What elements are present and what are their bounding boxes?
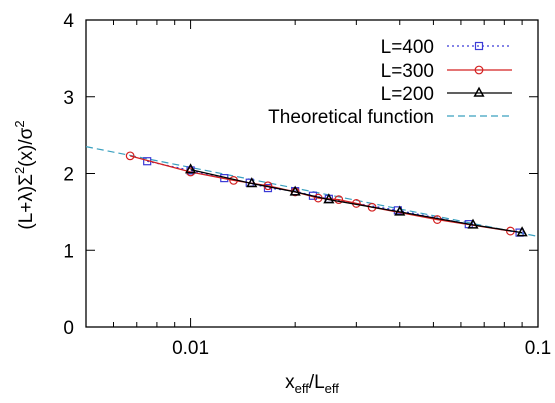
plot-frame: [85, 19, 539, 328]
y-axis-title: (L+λ)Σ2(x)/σ2: [12, 120, 37, 229]
data-point-l-300: [125, 151, 135, 161]
series-l-200: [185, 163, 528, 237]
legend-label-l-300: L=300: [381, 61, 434, 82]
series-line-theoretical-function: [85, 146, 539, 238]
axis-ticks: 0.01 0.1 0 1 2 3 4: [63, 11, 551, 359]
legend-marker-l-200: [473, 86, 485, 97]
legend-label-theoretical-function: Theoretical function: [268, 107, 434, 128]
x-tick-label: 0.1: [525, 338, 551, 359]
legend-label-l-400: L=400: [381, 37, 434, 58]
legend-label-l-200: L=200: [381, 84, 434, 105]
data-point-l-200: [185, 163, 197, 174]
data-point-l-200: [289, 185, 301, 196]
x-tick-label: 0.01: [172, 338, 209, 359]
x-axis-title: xeff/Leff: [285, 372, 339, 396]
series-line-l-400: [147, 160, 520, 234]
y-tick-label: 3: [63, 88, 74, 109]
series-theoretical-function: [85, 146, 539, 238]
y-tick-label: 0: [63, 318, 74, 339]
data-point-l-200: [394, 205, 406, 216]
y-tick-label: 4: [63, 11, 74, 32]
series-line-l-200: [190, 169, 523, 234]
data-point-l-300: [334, 195, 344, 204]
legend-marker-l-400: [474, 41, 484, 51]
data-point-l-200: [323, 193, 335, 204]
series-layer: [85, 146, 539, 238]
y-tick-label: 2: [63, 165, 74, 186]
legend-marker-l-300: [474, 65, 484, 75]
y-tick-label: 1: [63, 241, 74, 262]
data-point-l-200: [246, 177, 258, 188]
data-point-l-200: [467, 218, 479, 229]
data-point-l-200: [516, 226, 528, 237]
